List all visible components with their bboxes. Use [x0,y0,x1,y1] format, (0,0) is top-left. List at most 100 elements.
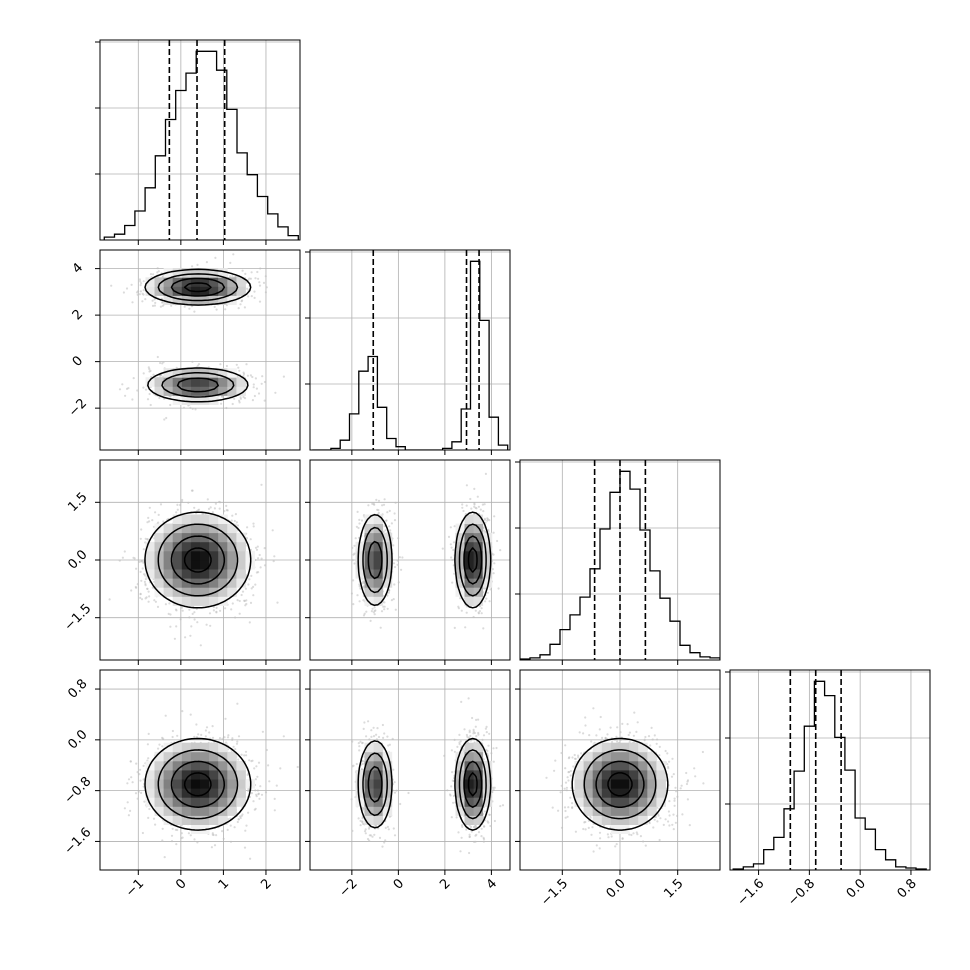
density-cell [355,569,365,579]
scatter-point [453,525,456,528]
scatter-point [161,827,164,830]
density-cell [190,395,201,405]
scatter-point [350,592,353,595]
density-cell [218,550,228,561]
scatter-point [214,256,217,259]
scatter-point [164,603,167,606]
density-cell [190,523,201,534]
scatter-point [110,284,113,287]
scatter-point [236,599,239,602]
scatter-point [353,562,356,565]
scatter-point [147,600,150,603]
scatter-point [209,624,212,627]
scatter-point [136,389,139,392]
scatter-point [215,308,218,311]
density-cell [154,277,164,287]
scatter-point [353,544,356,547]
scatter-point [358,600,361,603]
density-cell [154,578,164,588]
scatter-point [255,387,258,390]
panel-2-2 [515,459,721,665]
density-cell [154,377,164,387]
scatter-point [254,546,258,549]
axes-frame [519,459,721,661]
scatter-point [145,596,148,599]
scatter-point [377,511,380,514]
scatter-point [163,856,166,859]
scatter-point [243,754,246,757]
density-cell [364,596,374,606]
density-cell [181,550,192,561]
scatter-point [167,612,170,616]
scatter-point [189,634,192,637]
scatter-point [208,612,212,615]
scatter-point [253,290,256,293]
density-cell [218,514,228,524]
density-cell [172,578,183,588]
density-cell [236,532,246,543]
density-cell [181,587,192,597]
density-cell [236,560,246,570]
scatter-point [142,293,145,296]
density-cell [473,532,484,543]
scatter-point [221,830,224,833]
density-cell [473,596,484,606]
scatter-point [146,587,149,590]
scatter-point [245,754,248,757]
density-cell [482,541,493,552]
density-cell [364,541,374,552]
density-cell [200,596,210,606]
scatter-point [382,503,386,506]
scatter-point [121,383,124,386]
scatter-point [234,616,237,619]
scatter-point [379,626,382,629]
scatter-point [224,607,227,610]
scatter-point [131,398,134,401]
scatter-point [193,618,196,621]
scatter-point [188,307,191,310]
density-cell [473,514,484,524]
scatter-point [257,392,261,395]
scatter-point [488,600,491,603]
scatter-point [358,522,361,525]
scatter-point [127,814,130,817]
scatter-point [191,407,194,410]
scatter-point [215,606,218,610]
density-cell [172,377,183,387]
scatter-point [393,512,396,515]
scatter-point [220,402,223,405]
scatter-point [363,612,366,615]
scatter-point [250,574,253,578]
density-cell [218,541,228,552]
scatter-point [257,557,260,560]
scatter-point [356,510,359,513]
density-cell [163,532,174,543]
density-cell [209,578,219,588]
scatter-point [147,516,150,520]
density-cell [163,286,174,296]
scatter-point [209,506,212,509]
density-cell [163,569,174,579]
scatter-point [387,591,390,594]
density-cell [218,532,228,543]
scatter-point [232,253,235,256]
density-cell [464,596,474,606]
scatter-point [236,702,239,705]
scatter-point [263,564,267,567]
density-cell [190,541,201,552]
scatter-point [464,626,467,629]
scatter-point [147,590,150,593]
scatter-point [238,369,241,372]
scatter-point [282,375,285,378]
scatter-point [176,508,179,511]
density-cell [172,541,183,552]
scatter-point [394,608,397,611]
density-cell [227,587,237,597]
density-cell [172,569,183,579]
scatter-point [221,395,224,398]
scatter-point [137,290,140,293]
scatter-point [147,366,150,369]
scatter-point [252,594,255,597]
scatter-point [487,530,490,533]
density-cell [382,532,393,543]
